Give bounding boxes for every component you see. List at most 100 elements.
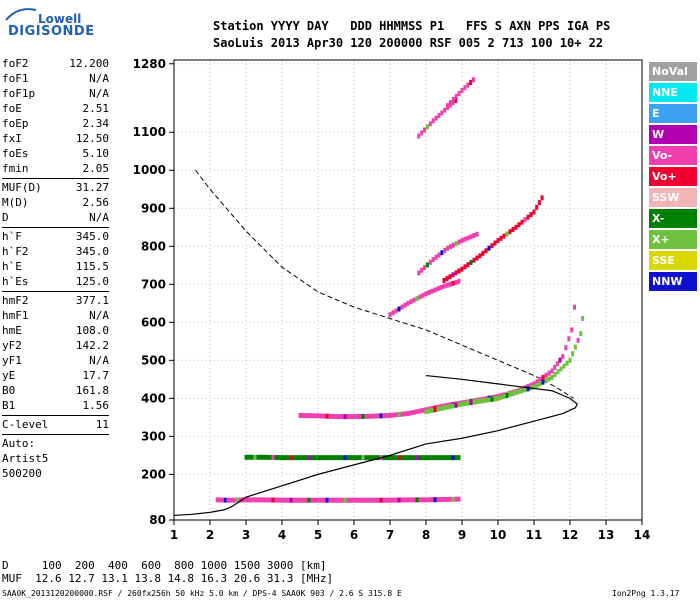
echo-mark (565, 360, 569, 366)
echo-mark (561, 354, 565, 360)
echo-mark (433, 287, 437, 293)
echo-mark (352, 414, 356, 420)
legend-item-vo: Vo+ (649, 167, 697, 186)
param-row: h`F 345.0 (2, 229, 109, 244)
param-divider (2, 415, 109, 416)
echo-mark (493, 240, 497, 246)
echo-mark (424, 409, 428, 415)
echo-mark (463, 401, 467, 407)
echo-mark (466, 82, 470, 88)
echo-mark (358, 497, 362, 503)
echo-mark (547, 376, 551, 382)
echo-mark (475, 255, 479, 261)
echo-mark (364, 413, 368, 419)
echo-mark (417, 270, 421, 276)
echo-mark (355, 455, 359, 461)
echo-mark (313, 497, 317, 503)
echo-mark (367, 497, 371, 503)
echo-mark (424, 497, 428, 503)
echo-mark (394, 308, 398, 314)
echo-mark (454, 93, 458, 99)
echo-mark (511, 391, 515, 397)
echo-mark (310, 413, 314, 419)
header-values: SaoLuis 2013 Apr30 120 200000 RSF 005 2 … (213, 36, 604, 50)
y-tick-label: 800 (141, 239, 166, 253)
param-value: N/A (89, 354, 109, 367)
echo-mark (280, 455, 284, 461)
param-value: 345.0 (75, 245, 109, 258)
echo-mark (579, 331, 583, 337)
echo-mark (499, 394, 503, 400)
echo-mark (425, 124, 429, 130)
param-value: 142.2 (75, 339, 109, 352)
param-row: foE 2.51 (2, 101, 109, 116)
echo-direction-legend: NoVal NNE E W Vo- Vo+ SSW X- X+ SSE NNW (649, 62, 697, 293)
echo-mark (445, 496, 449, 502)
y-tick-label: 900 (141, 201, 166, 215)
echo-mark (226, 497, 230, 503)
legend-item-nne: NNE (649, 83, 697, 102)
echo-mark (223, 497, 227, 503)
echo-mark (370, 413, 374, 419)
param-row: yF1 N/A (2, 353, 109, 368)
echo-mark (235, 497, 239, 503)
echo-mark (418, 294, 422, 300)
echo-mark (535, 379, 539, 385)
x-tick-label: 2 (206, 528, 214, 542)
echo-mark (424, 291, 428, 297)
param-key: h`F (2, 230, 22, 243)
echo-mark (322, 413, 326, 419)
echo-mark (496, 395, 500, 401)
echo-mark (403, 455, 407, 461)
echo-mark (298, 412, 302, 418)
echo-mark (448, 404, 452, 410)
param-row: hmF1 N/A (2, 308, 109, 323)
echo-mark (505, 231, 509, 237)
param-value: N/A (89, 87, 109, 100)
echo-mark (529, 212, 533, 218)
echo-mark (466, 400, 470, 406)
echo-mark (475, 231, 479, 237)
param-value: 2.51 (82, 102, 110, 115)
echo-mark (472, 257, 476, 263)
echo-mark (409, 455, 413, 461)
echo-mark (379, 497, 383, 503)
echo-mark (451, 403, 455, 409)
echo-mark (556, 369, 560, 375)
x-tick-label: 11 (526, 528, 543, 542)
echo-mark (523, 217, 527, 223)
echo-mark (298, 455, 302, 461)
echo-mark (313, 413, 317, 419)
y-tick-label: 500 (141, 353, 166, 367)
echo-mark (331, 497, 335, 503)
echo-mark (469, 79, 473, 85)
echo-mark (253, 497, 257, 503)
echo-mark (427, 290, 431, 296)
x-tick-label: 9 (458, 528, 466, 542)
param-key: hmF2 (2, 294, 29, 307)
echo-mark (478, 253, 482, 259)
echo-mark (415, 409, 419, 415)
param-value: N/A (89, 72, 109, 85)
echo-mark (304, 497, 308, 503)
echo-mark (487, 397, 491, 403)
echo-mark (581, 316, 585, 322)
echo-mark (412, 455, 416, 461)
param-value: 5.10 (82, 147, 110, 160)
echo-mark (421, 455, 425, 461)
echo-mark (439, 405, 443, 411)
param-value: 17.7 (82, 369, 110, 382)
param-value: 115.5 (75, 260, 109, 273)
y-tick-label: 1280 (133, 57, 166, 71)
echo-mark (322, 497, 326, 503)
echo-mark (304, 413, 308, 419)
echo-mark (573, 304, 576, 310)
echo-mark (337, 455, 341, 461)
echo-mark (250, 497, 254, 503)
echo-mark (526, 386, 530, 392)
param-row: fxI 12.50 (2, 131, 109, 146)
echo-mark (221, 497, 225, 503)
echo-mark (481, 250, 485, 256)
echo-mark (427, 497, 431, 503)
echo-mark (511, 226, 515, 232)
